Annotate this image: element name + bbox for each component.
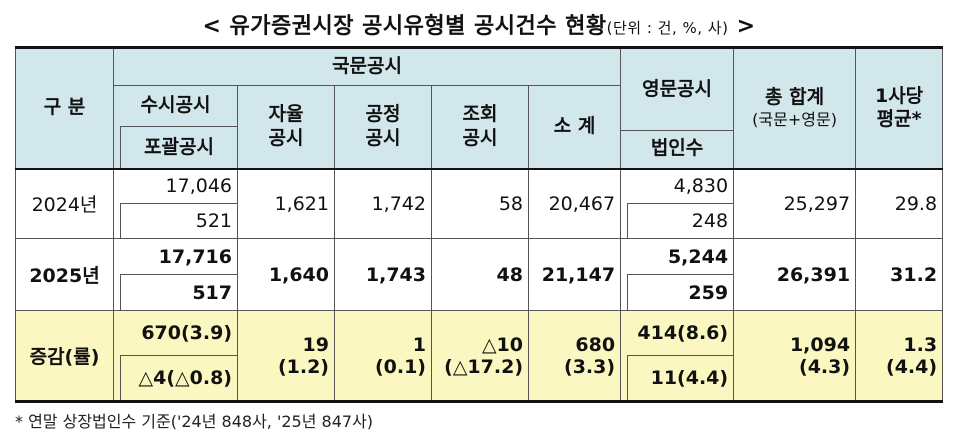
row-label-2024: 2024년 (15, 167, 114, 239)
header-subtotal: 소 계 (527, 85, 622, 169)
header-fair-line2: 공시 (365, 126, 401, 149)
value-2024-fair: 1,742 (334, 167, 432, 239)
cell-change-fair: 1 (0.1) (334, 310, 432, 403)
cell-2025-occasional: 17,716 517 (113, 238, 238, 311)
header-domestic: 국문공시 (112, 46, 622, 86)
header-inquiry-line2: 공시 (462, 126, 498, 149)
rate-change-inquiry: (△17.2) (444, 355, 523, 378)
value-2024-comprehensive: 521 (120, 203, 237, 238)
header-fair-line1: 공정 (365, 103, 401, 125)
value-2024-average: 29.8 (855, 167, 944, 239)
header-corp-count: 법인수 (620, 130, 735, 169)
cell-2024-english: 4,830 248 (620, 167, 735, 239)
table-title: < 유가증권시장 공시유형별 공시건수 현황(단위 : 건, %, 사) > (0, 8, 958, 40)
title-close: > (728, 14, 756, 39)
value-2024-occasional: 17,046 (165, 175, 232, 198)
value-2025-inquiry: 48 (431, 238, 529, 311)
header-inquiry-line1: 조회 (462, 103, 498, 125)
value-2024-english: 4,830 (673, 175, 729, 198)
value-2024-voluntary: 1,621 (237, 167, 335, 239)
header-fair: 공정 공시 (334, 85, 432, 169)
value-2025-comprehensive: 517 (120, 274, 237, 310)
value-2025-average: 31.2 (855, 238, 944, 311)
header-total-main: 총 합계 (765, 86, 825, 109)
cell-change-voluntary: 19 (1.2) (237, 310, 335, 403)
cell-change-occasional: 670(3.9) △4(△0.8) (113, 310, 238, 403)
header-voluntary-line1: 자율 (268, 103, 304, 125)
rate-change-average: (4.4) (886, 355, 938, 378)
cell-change-inquiry: △10 (△17.2) (431, 310, 529, 403)
value-2024-subtotal: 20,467 (527, 167, 622, 239)
value-2025-total: 26,391 (733, 238, 857, 311)
header-occasional: 수시공시 (140, 94, 211, 117)
header-average-line1: 1사당 (874, 84, 924, 107)
value-change-comprehensive: △4(△0.8) (120, 355, 237, 400)
rate-change-voluntary: (1.2) (277, 355, 329, 378)
row-label-2025: 2025년 (15, 238, 114, 311)
cell-2024-occasional: 17,046 521 (113, 167, 238, 239)
title-unit: (단위 : 건, %, 사) (606, 19, 729, 37)
rate-change-total: (4.3) (799, 355, 851, 378)
footnote: * 연말 상장법인수 기준('24년 848사, '25년 847사) (15, 412, 374, 431)
value-2024-inquiry: 58 (431, 167, 529, 239)
value-change-voluntary: 19 (302, 333, 329, 356)
cell-change-english: 414(8.6) 11(4.4) (620, 310, 735, 403)
cell-change-average: 1.3 (4.4) (855, 310, 944, 403)
header-inquiry: 조회 공시 (431, 85, 529, 169)
value-change-total: 1,094 (789, 333, 851, 356)
value-2024-corp-count: 248 (627, 203, 734, 238)
header-english: 영문공시 (620, 46, 735, 131)
header-average-line2: 평균* (876, 108, 922, 131)
value-2025-fair: 1,743 (334, 238, 432, 311)
cell-2025-english: 5,244 259 (620, 238, 735, 311)
disclosure-table: 구 분 국문공시 영문공시 총 합계 (국문+영문) 1사당 평균* 수시공시 … (15, 46, 944, 403)
value-change-english: 414(8.6) (637, 322, 729, 344)
rate-change-fair: (0.1) (374, 355, 426, 378)
value-change-fair: 1 (412, 333, 426, 356)
cell-change-total: 1,094 (4.3) (733, 310, 857, 403)
value-change-inquiry: △10 (481, 333, 523, 356)
value-2025-occasional: 17,716 (158, 245, 232, 268)
header-category: 구 분 (15, 46, 114, 169)
value-change-average: 1.3 (903, 333, 938, 356)
cell-change-subtotal: 680 (3.3) (527, 310, 622, 403)
value-2025-voluntary: 1,640 (237, 238, 335, 311)
value-2024-total: 25,297 (733, 167, 857, 239)
value-2025-english: 5,244 (667, 245, 729, 268)
header-total-sub: (국문+영문) (752, 110, 837, 130)
row-label-change: 증감(률) (15, 310, 114, 403)
header-voluntary: 자율 공시 (237, 85, 335, 169)
header-comprehensive: 포괄공시 (120, 126, 237, 168)
value-change-corp-count: 11(4.4) (627, 355, 734, 400)
value-2025-corp-count: 259 (627, 274, 734, 310)
header-occasional-cell: 수시공시 포괄공시 (113, 85, 238, 169)
header-average: 1사당 평균* (855, 46, 944, 169)
title-main: < 유가증권시장 공시유형별 공시건수 현황 (202, 14, 607, 39)
value-change-subtotal: 680 (575, 333, 616, 356)
header-total: 총 합계 (국문+영문) (733, 46, 857, 169)
header-voluntary-line2: 공시 (268, 126, 304, 149)
value-change-occasional: 670(3.9) (141, 322, 232, 344)
value-2025-subtotal: 21,147 (527, 238, 622, 311)
rate-change-subtotal: (3.3) (564, 355, 616, 378)
